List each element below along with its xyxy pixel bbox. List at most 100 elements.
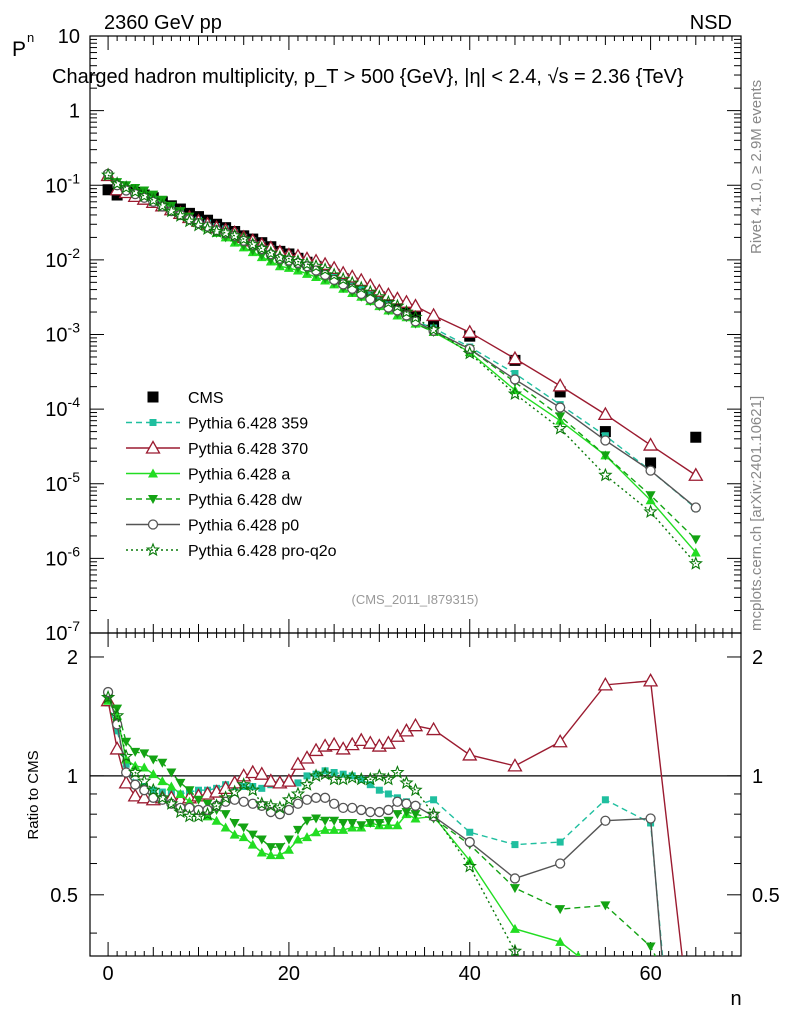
ratio-series-line (107, 691, 663, 956)
ratio-data-point (555, 936, 566, 946)
ratio-data-point (157, 758, 168, 768)
main-data-point (600, 435, 611, 446)
ratio-y-tick-label: 0.5 (50, 885, 78, 907)
ratio-data-point (329, 824, 340, 834)
ratio-data-point (507, 758, 523, 772)
ratio-series-line (107, 700, 579, 956)
ratio-data-point (175, 788, 186, 798)
ratio-data-point (200, 806, 215, 821)
ratio-data-point (103, 694, 114, 704)
ratio-y-axis-label: Ratio to CMS (25, 750, 42, 839)
main-data-point (109, 176, 125, 190)
ratio-data-point (392, 810, 403, 820)
ratio-data-point (191, 808, 206, 823)
ratio-y-tick-label: 1 (67, 766, 78, 788)
main-data-point (462, 345, 477, 360)
main-series-pythia-6-428-dw (103, 171, 701, 545)
ratio-data-point (137, 773, 152, 788)
main-data-point (336, 271, 351, 286)
ratio-data-point (365, 806, 376, 818)
main-data-point (281, 251, 297, 265)
ratio-data-point (111, 719, 123, 730)
main-data-point (690, 535, 701, 545)
ratio-data-point (220, 810, 231, 820)
ratio-data-point (363, 771, 378, 786)
main-y-tick-label: 10-4 (45, 394, 80, 421)
ratio-data-point (329, 816, 340, 826)
ratio-data-point (348, 772, 356, 780)
ratio-data-point (240, 783, 248, 791)
ratio-data-point (292, 834, 303, 844)
ratio-data-point (380, 735, 396, 749)
ratio-data-point (408, 782, 423, 797)
ratio-data-point (139, 785, 150, 796)
main-axis-ticks (90, 35, 742, 634)
ratio-data-point (374, 806, 385, 818)
ratio-tick-labels: 0.5 0.51 12 20 20 40 60 (50, 647, 780, 985)
main-data-point (119, 180, 134, 194)
ratio-data-point (310, 792, 322, 803)
legend-marker (148, 495, 158, 504)
ratio-data-point (274, 843, 285, 853)
main-data-point (200, 221, 215, 235)
ratio-data-point (238, 823, 249, 833)
main-y-tick-label: 10-7 (45, 618, 80, 645)
ratio-data-point (118, 775, 134, 789)
main-data-point (426, 322, 441, 336)
ratio-data-point (600, 901, 611, 911)
x-tick-label: 40 (459, 963, 481, 985)
main-data-point (102, 184, 114, 196)
ratio-data-point (302, 832, 312, 842)
ratio-data-point (326, 736, 342, 751)
main-data-point (130, 183, 141, 193)
ratio-data-point (121, 767, 132, 778)
ratio-series-group (100, 673, 683, 956)
ratio-data-point (552, 733, 568, 748)
ratio-data-point (209, 798, 224, 812)
ratio-data-point (509, 873, 521, 884)
ratio-y-tick-label-right: 0.5 (752, 885, 780, 907)
ratio-data-point (281, 773, 297, 787)
main-data-point (328, 274, 340, 285)
ratio-data-point (238, 832, 249, 842)
ratio-series-pythia-6-428-pro-q2o (100, 689, 523, 956)
ratio-data-point (220, 822, 231, 832)
main-data-point (462, 324, 478, 338)
ratio-data-point (227, 784, 242, 799)
ratio-data-point (113, 727, 121, 735)
main-data-point (137, 188, 152, 202)
ratio-data-point (121, 737, 132, 747)
ratio-data-point (336, 771, 351, 786)
ratio-data-point (556, 838, 564, 846)
ratio-data-point (283, 835, 294, 845)
ratio-data-point (320, 816, 331, 826)
main-y-tick-label: 1 (69, 101, 80, 123)
ratio-data-point (130, 779, 141, 790)
ratio-data-point (184, 786, 195, 796)
ratio-y-tick-label-right: 2 (752, 647, 763, 669)
ratio-data-point (236, 777, 251, 791)
ratio-data-point (645, 813, 656, 824)
main-data-point (408, 309, 423, 324)
ratio-data-point (399, 775, 414, 789)
ratio-data-point (328, 798, 340, 809)
legend-label: CMS (188, 390, 224, 407)
ratio-data-point (100, 689, 116, 704)
ratio-data-point (218, 790, 233, 804)
main-data-point (345, 275, 360, 290)
ratio-data-point (392, 796, 403, 807)
ratio-data-point (256, 835, 267, 845)
ratio-data-point (555, 905, 566, 915)
ratio-data-point (263, 798, 278, 812)
ratio-data-point (642, 673, 659, 687)
ratio-data-point (601, 796, 609, 804)
main-data-point (645, 457, 657, 469)
ratio-data-point (407, 717, 424, 732)
ratio-data-point (299, 777, 315, 791)
main-y-tick-label: 10-1 (45, 170, 80, 197)
rivet-version-note: Rivet 4.1.0, ≥ 2.9M events (748, 80, 765, 254)
ratio-data-point (202, 799, 213, 809)
ratio-data-point (600, 815, 611, 826)
ratio-data-point (127, 788, 143, 802)
main-data-point (191, 217, 206, 232)
